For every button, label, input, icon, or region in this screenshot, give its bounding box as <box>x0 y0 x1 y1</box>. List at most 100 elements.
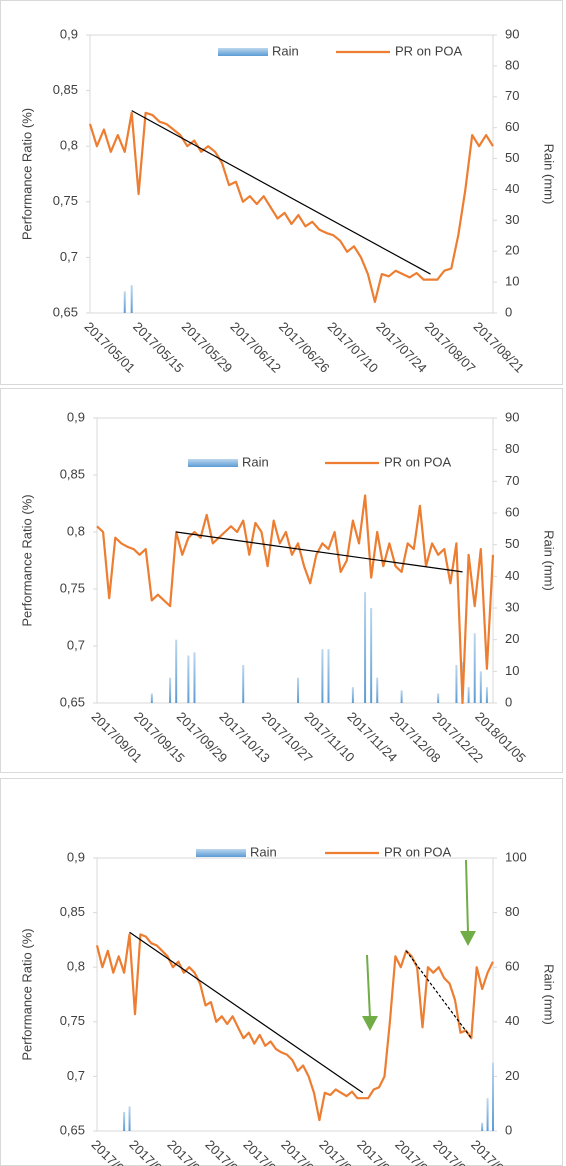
y2-tick-label: 80 <box>505 441 519 456</box>
chart: 0,65 0,7 0,75 0,8 0,85 0,9 0 10 20 30 40 50 60 70 80 90… <box>19 26 557 376</box>
y2-tick-label: 0 <box>505 1122 512 1137</box>
y-tick-label: 0,75 <box>60 580 85 595</box>
y2-tick-label: 50 <box>505 536 519 551</box>
y2-tick-label: 40 <box>505 1013 519 1028</box>
rain-bar <box>473 633 476 703</box>
y2-tick-label: 50 <box>505 150 519 165</box>
pr-line <box>88 111 494 303</box>
rain-bar <box>169 677 172 703</box>
y-tick-label: 0,8 <box>67 959 85 974</box>
y2-tick-label: 70 <box>505 473 519 488</box>
y2-tick-label: 60 <box>505 119 519 134</box>
legend-label: PR on POA <box>384 844 452 859</box>
rain-bar <box>150 693 153 703</box>
y2-tick-label: 0 <box>505 694 512 709</box>
y-tick-label: 0,75 <box>53 193 78 208</box>
x-tick-label: 2017/07/24 <box>373 319 430 376</box>
arrow-head <box>460 931 476 946</box>
rain-bar <box>455 665 458 703</box>
plot-frame <box>96 857 494 1132</box>
y2-axis-title: Rain (mm) <box>542 530 557 591</box>
rain-bar <box>130 285 133 313</box>
y-tick-label: 0,85 <box>60 466 85 481</box>
rain-bar <box>492 1062 494 1131</box>
y2-tick-label: 80 <box>505 904 519 919</box>
y2-axis-title: Rain (mm) <box>542 144 557 205</box>
trend-line <box>405 950 472 1039</box>
x-tick-label: 2017/06/26 <box>276 319 333 376</box>
y-tick-label: 0,9 <box>60 26 78 41</box>
plot-frame <box>89 34 494 314</box>
y2-tick-label: 0 <box>505 304 512 319</box>
y2-axis-title: Rain (mm) <box>542 964 557 1025</box>
y2-tick-label: 30 <box>505 599 519 614</box>
x-tick-label: 2017/05/29 <box>179 319 236 376</box>
y-tick-label: 0,7 <box>67 1068 85 1083</box>
legend-label: Rain <box>272 43 299 58</box>
rain-bar <box>467 687 470 703</box>
arrow-head <box>362 1016 378 1031</box>
y2-tick-label: 70 <box>505 88 519 103</box>
x-tick-label: 2017/05/01 <box>81 319 138 376</box>
y2-tick-label: 10 <box>505 663 519 678</box>
trend-line <box>131 110 431 275</box>
chart: 0,65 0,7 0,75 0,8 0,85 0,9 0 20 40 60 80 100 Perform… <box>19 844 557 1166</box>
x-tick-label: 2017/07/10 <box>325 319 382 376</box>
y-tick-label: 0,8 <box>60 138 78 153</box>
legend-rain-icon <box>218 48 268 56</box>
rain-bar <box>376 677 379 703</box>
legend-label: PR on POA <box>384 454 452 469</box>
rain-bar <box>481 1122 484 1131</box>
panel <box>0 0 563 385</box>
arrow <box>366 954 371 1019</box>
legend-rain-icon <box>188 459 238 467</box>
rain-bar <box>370 608 373 703</box>
y2-tick-label: 40 <box>505 568 519 583</box>
y-axis-title: Performance Ratio (%) <box>19 108 34 240</box>
legend-label: Rain <box>242 454 269 469</box>
y-tick-label: 0,9 <box>67 409 85 424</box>
rain-bar <box>327 649 330 703</box>
y-axis-title: Performance Ratio (%) <box>19 494 34 626</box>
annotation-layer <box>362 859 476 1031</box>
y2-tick-label: 20 <box>505 243 519 258</box>
rain-bar <box>321 649 324 703</box>
y-tick-label: 0,65 <box>60 694 85 709</box>
y2-tick-label: 90 <box>505 409 519 424</box>
y2-tick-label: 40 <box>505 181 519 196</box>
y-tick-label: 0,85 <box>53 82 78 97</box>
y-tick-label: 0,7 <box>60 249 78 264</box>
rain-bar <box>479 671 482 703</box>
arrow <box>465 859 469 934</box>
y-tick-label: 0,9 <box>67 849 85 864</box>
rain-bar <box>486 1098 489 1131</box>
rain-bar <box>437 693 440 703</box>
y-tick-label: 0,85 <box>60 904 85 919</box>
trend-line <box>176 531 463 573</box>
rain-bar <box>187 655 190 703</box>
y-tick-label: 0,7 <box>67 637 85 652</box>
legend-rain-icon <box>196 849 246 857</box>
pr-line <box>96 494 495 705</box>
rain-bar <box>242 665 245 703</box>
legend-label: Rain <box>250 844 277 859</box>
rain-bar <box>175 639 178 703</box>
rain-bar <box>128 1106 131 1131</box>
panel <box>0 388 563 773</box>
rain-bar <box>351 687 354 703</box>
chart: 0,65 0,7 0,75 0,8 0,85 0,9 0 10 20 30 40 50 60 70 80 90… <box>19 409 557 765</box>
rain-bar <box>400 690 403 703</box>
y2-tick-label: 30 <box>505 212 519 227</box>
y2-tick-label: 60 <box>505 504 519 519</box>
rain-bar <box>485 687 488 703</box>
y-tick-label: 0,65 <box>60 1122 85 1137</box>
y-tick-label: 0,75 <box>60 1013 85 1028</box>
y2-tick-label: 80 <box>505 57 519 72</box>
rain-bar <box>123 1111 126 1131</box>
y2-tick-label: 20 <box>505 1068 519 1083</box>
x-tick-label: 2017/08/21 <box>471 319 528 376</box>
y2-tick-label: 60 <box>505 959 519 974</box>
y2-tick-label: 90 <box>505 26 519 41</box>
y-tick-label: 0,65 <box>53 304 78 319</box>
